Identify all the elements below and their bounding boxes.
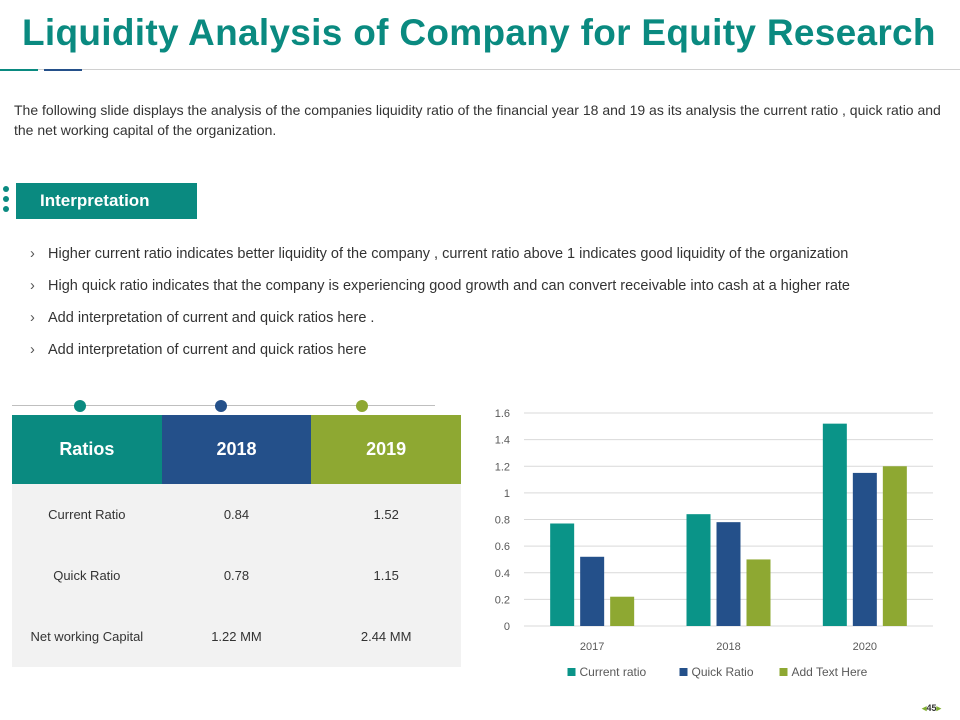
page-number: ◂45▸ (922, 703, 942, 713)
list-item: › Add interpretation of current and quick… (30, 306, 945, 338)
bar (610, 596, 635, 626)
y-tick-label: 0 (504, 621, 510, 633)
interpretation-heading: Interpretation (16, 183, 197, 219)
y-tick-label: 0.6 (495, 541, 510, 553)
timeline-dot-blue (215, 400, 227, 412)
title-underline (0, 69, 960, 70)
legend-label: Current ratio (580, 665, 647, 679)
legend-swatch (779, 668, 788, 676)
row-label: Quick Ratio (12, 545, 162, 606)
cell-2018: 1.22 MM (161, 606, 312, 667)
dots-decoration (3, 186, 11, 216)
interpretation-list: › Higher current ratio indicates better l… (30, 242, 945, 370)
list-item: › High quick ratio indicates that the com… (30, 274, 945, 306)
intro-text: The following slide displays the analysi… (14, 102, 941, 138)
timeline-dot-green (356, 400, 368, 412)
cell-2018: 0.84 (161, 484, 312, 545)
bar (882, 466, 907, 626)
x-tick-label: 2018 (716, 641, 740, 653)
y-tick-label: 1 (504, 488, 510, 500)
bar (580, 556, 605, 626)
bar (746, 559, 771, 626)
chevron-right-icon: › (30, 246, 35, 262)
cell-2019: 2.44 MM (311, 606, 461, 667)
ratios-table: Ratios 2018 2019 Current Ratio 0.84 1.52… (12, 415, 461, 667)
legend-swatch (679, 668, 688, 676)
bar (852, 472, 877, 626)
liquidity-bar-chart: 0 0.2 0.4 0.6 0.8 1 1.2 1.4 1.6 2017 2018 2020 Curre… (495, 408, 933, 679)
chevron-right-icon: › (30, 310, 35, 326)
bar (716, 522, 741, 626)
bar (822, 423, 847, 626)
y-tick-label: 1.4 (495, 435, 510, 447)
row-label: Net working Capital (12, 606, 162, 667)
arrow-right-icon: ▸ (936, 703, 942, 713)
header-2018: 2018 (161, 415, 312, 484)
title-accent-teal (0, 69, 38, 71)
header-ratios: Ratios (12, 415, 162, 484)
legend-swatch (567, 668, 576, 676)
row-label: Current Ratio (12, 484, 162, 545)
y-tick-label: 0.2 (495, 594, 510, 606)
slide-title: Liquidity Analysis of Company for Equity… (22, 12, 936, 53)
y-tick-label: 1.2 (495, 461, 510, 473)
bar (686, 514, 711, 626)
chevron-right-icon: › (30, 342, 35, 358)
title-accent-blue (44, 69, 82, 71)
table-header-row: Ratios 2018 2019 (12, 415, 461, 484)
header-2019: 2019 (311, 415, 461, 484)
cell-2019: 1.15 (311, 545, 461, 606)
cell-2018: 0.78 (161, 545, 312, 606)
table-row: Net working Capital 1.22 MM 2.44 MM (12, 606, 461, 667)
list-item: › Higher current ratio indicates better l… (30, 242, 945, 274)
timeline-dot-teal (74, 400, 86, 412)
bar (550, 523, 575, 626)
chevron-right-icon: › (30, 278, 35, 294)
table-row: Current Ratio 0.84 1.52 (12, 484, 461, 545)
cell-2019: 1.52 (311, 484, 461, 545)
legend-label: Quick Ratio (692, 665, 754, 679)
arrow-left-icon: ◂ (922, 703, 927, 713)
y-tick-label: 1.6 (495, 408, 510, 420)
table-row: Quick Ratio 0.78 1.15 (12, 545, 461, 606)
list-item: › Add interpretation of current and quick… (30, 338, 945, 370)
x-tick-label: 2017 (580, 641, 604, 653)
legend-label: Add Text Here (792, 665, 868, 679)
y-tick-label: 0.8 (495, 515, 510, 527)
x-tick-label: 2020 (853, 641, 877, 653)
y-tick-label: 0.4 (495, 568, 510, 580)
